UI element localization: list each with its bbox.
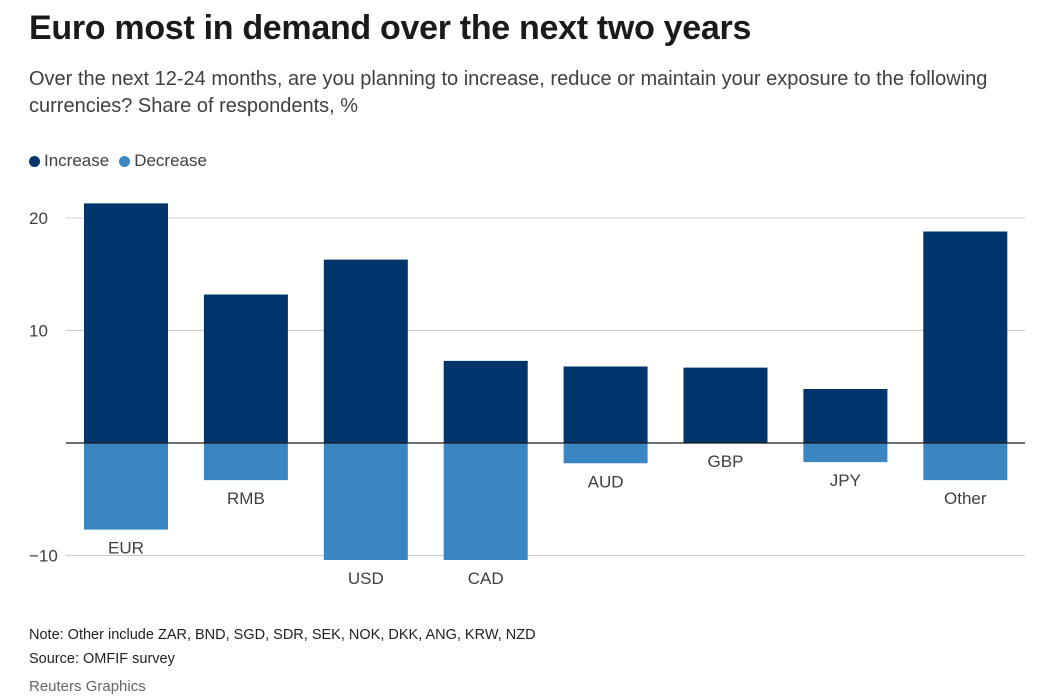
bar-increase-other — [923, 231, 1008, 443]
bar-increase-aud — [563, 366, 648, 443]
category-labels: EUR RMB USD CAD AUD GBP JPY Other — [108, 452, 987, 588]
chart-subtitle: Over the next 12-24 months, are you plan… — [29, 68, 988, 117]
bar-decrease-eur — [84, 443, 168, 530]
y-axis-ticks: 20 10 −10 — [29, 209, 58, 566]
legend-item-increase: Increase — [29, 151, 109, 171]
bar-increase-eur — [84, 203, 168, 443]
bar-increase-usd — [323, 259, 408, 443]
y-tick-label: −10 — [29, 547, 58, 566]
bar-increase-gbp — [683, 367, 768, 443]
category-label-other: Other — [944, 489, 987, 508]
category-label-gbp: GBP — [708, 452, 744, 471]
bars — [66, 203, 1025, 560]
y-tick-label: 20 — [29, 209, 48, 228]
legend-swatch-increase — [29, 155, 40, 167]
bar-decrease-cad — [443, 443, 528, 560]
legend-label-increase: Increase — [44, 151, 110, 170]
category-label-jpy: JPY — [830, 471, 861, 490]
bar-decrease-rmb — [203, 443, 288, 481]
category-label-aud: AUD — [588, 472, 624, 491]
bar-decrease-usd — [323, 443, 408, 560]
bar-decrease-other — [923, 443, 1008, 481]
legend-swatch-decrease — [119, 155, 131, 167]
bar-decrease-aud — [563, 443, 648, 464]
bar-increase-cad — [443, 360, 528, 443]
legend-item-decrease: Decrease — [119, 151, 207, 171]
category-label-rmb: RMB — [227, 489, 265, 508]
bar-decrease-jpy — [803, 443, 888, 463]
legend-label-decrease: Decrease — [134, 151, 207, 170]
category-label-cad: CAD — [468, 569, 504, 588]
category-label-eur: EUR — [108, 539, 144, 558]
category-label-usd: USD — [348, 569, 384, 588]
chart-notes: Note: Other include ZAR, BND, SGD, SDR, … — [29, 623, 536, 671]
source-text: Source: OMFIF survey — [29, 651, 175, 667]
legend: Increase Decrease — [29, 151, 207, 171]
y-tick-label: 10 — [29, 322, 48, 341]
credit-text: Reuters Graphics — [29, 678, 146, 695]
bar-increase-jpy — [803, 389, 888, 443]
note-text: Note: Other include ZAR, BND, SGD, SDR, … — [29, 627, 536, 643]
chart-title: Euro most in demand over the next two ye… — [29, 9, 752, 47]
bar-increase-rmb — [203, 294, 288, 443]
